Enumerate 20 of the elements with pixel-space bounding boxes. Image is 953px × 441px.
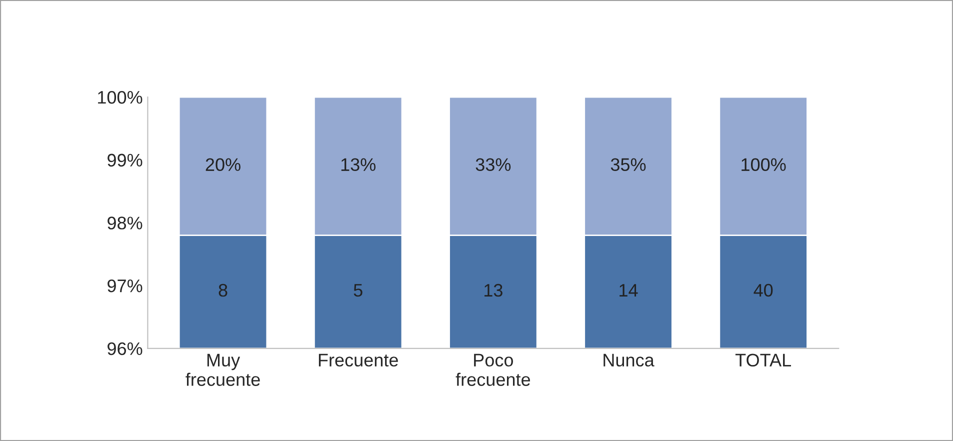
annotation: 100% — [742, 158, 786, 171]
annotation: 35% — [610, 158, 646, 171]
annotation: 40 — [754, 284, 773, 297]
annotation: 13 — [484, 284, 502, 297]
x-tick-label: Poco frecuente — [456, 354, 530, 386]
annotation: 20% — [206, 158, 240, 171]
y-tick-label: 98% — [108, 216, 142, 230]
annotation: 33% — [476, 158, 511, 171]
y-tick-label: 96% — [108, 342, 142, 356]
y-tick-label: 100% — [98, 90, 142, 104]
annotation: 8 — [218, 284, 228, 297]
x-tick-label: Nunca — [604, 354, 654, 367]
x-tick-label: Frecuente — [318, 354, 398, 367]
annotation: 14 — [620, 284, 638, 296]
y-tick-label: 99% — [108, 154, 142, 167]
annotation: 13% — [341, 158, 376, 171]
y-tick-label: 97% — [108, 279, 142, 292]
x-tick-label: TOTAL — [735, 354, 792, 367]
x-tick-label: Muy frecuente — [186, 354, 260, 386]
annotation: 5 — [354, 284, 362, 297]
